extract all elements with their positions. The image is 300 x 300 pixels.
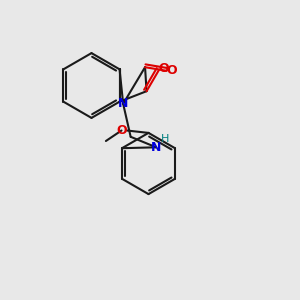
Text: O: O bbox=[117, 124, 128, 137]
Text: H: H bbox=[161, 134, 169, 144]
Text: N: N bbox=[151, 141, 161, 154]
Text: O: O bbox=[166, 64, 177, 77]
Text: N: N bbox=[118, 97, 128, 110]
Text: O: O bbox=[159, 62, 169, 75]
